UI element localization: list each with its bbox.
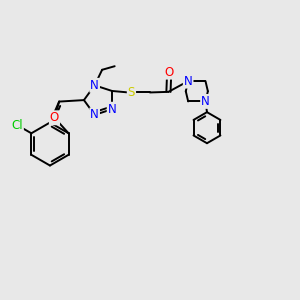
Text: N: N (108, 103, 116, 116)
Text: N: N (90, 79, 99, 92)
Text: Cl: Cl (11, 118, 23, 132)
Text: N: N (184, 75, 193, 88)
Text: N: N (90, 108, 99, 122)
Text: S: S (128, 86, 135, 99)
Text: O: O (164, 66, 174, 79)
Text: N: N (201, 95, 210, 108)
Text: O: O (50, 111, 59, 124)
